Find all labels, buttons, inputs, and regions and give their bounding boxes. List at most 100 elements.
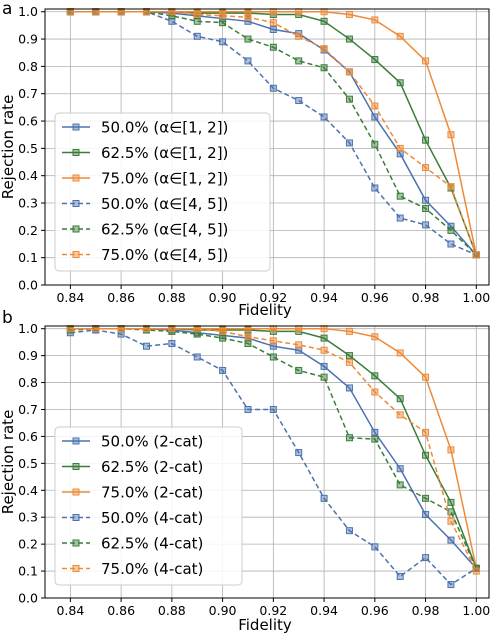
data-point xyxy=(66,325,74,333)
x-tick-label: 0.98 xyxy=(412,290,440,305)
data-point xyxy=(269,353,277,361)
x-tick-label: 0.92 xyxy=(259,603,287,618)
panel-b-x-axis-label: Fidelity xyxy=(238,616,292,634)
panel-a-chart: a 0.84 0.86 0.88 0.90 0.92 0.94 0.96 0.98 1.00 0… xyxy=(0,0,490,319)
data-point xyxy=(142,325,150,333)
data-point xyxy=(193,325,201,333)
data-point xyxy=(371,435,379,443)
y-tick-label: 0.5 xyxy=(18,456,38,471)
data-point xyxy=(422,554,430,562)
legend-label: 75.0% (4-cat) xyxy=(101,560,203,578)
legend-item: 62.5% (2-cat) xyxy=(62,458,203,476)
data-point xyxy=(117,8,125,16)
legend-item: 50.0% (4-cat) xyxy=(62,509,203,527)
data-point xyxy=(371,372,379,380)
data-point xyxy=(295,449,303,457)
legend-item: 50.0% (α∈[4, 5]) xyxy=(62,195,228,213)
y-tick-label: 0.7 xyxy=(18,86,38,101)
data-point xyxy=(269,325,277,333)
legend-marker xyxy=(72,514,80,521)
data-point xyxy=(244,13,252,21)
legend-box xyxy=(54,426,243,586)
y-tick-label: 1.0 xyxy=(18,321,38,336)
legend-item: 75.0% (α∈[1, 2]) xyxy=(62,170,228,188)
data-point xyxy=(422,204,430,212)
legend-label: 50.0% (α∈[1, 2]) xyxy=(101,119,228,137)
data-point xyxy=(219,12,227,20)
panel-b-y-ticks: 0.0 0.1 0.2 0.3 0.4 0.5 0.6 0.7 0.8 0.9 1.0 xyxy=(18,321,45,606)
data-point xyxy=(269,405,277,413)
y-tick-label: 0.2 xyxy=(18,537,38,552)
panel-b-series xyxy=(66,325,480,589)
legend-item: 62.5% (α∈[4, 5]) xyxy=(62,221,228,239)
data-point xyxy=(447,131,455,139)
data-point xyxy=(447,517,455,525)
data-point xyxy=(345,327,353,335)
data-point xyxy=(269,84,277,92)
data-point xyxy=(447,222,455,230)
data-point xyxy=(396,79,404,87)
legend-marker xyxy=(72,463,80,470)
x-tick-label: 0.94 xyxy=(310,603,338,618)
legend-label: 62.5% (α∈[4, 5]) xyxy=(101,221,228,239)
y-tick-label: 0.0 xyxy=(18,591,38,606)
data-point xyxy=(371,388,379,396)
data-point xyxy=(422,494,430,502)
data-point xyxy=(117,330,125,338)
data-point xyxy=(472,567,480,575)
data-point xyxy=(447,226,455,234)
data-point xyxy=(371,543,379,551)
data-point xyxy=(447,183,455,191)
data-point xyxy=(193,10,201,18)
legend-marker xyxy=(72,539,80,547)
data-point xyxy=(345,35,353,43)
series-path xyxy=(70,327,477,572)
x-tick-label: 0.88 xyxy=(158,290,186,305)
data-point xyxy=(269,43,277,51)
x-tick-label: 0.92 xyxy=(259,290,287,305)
data-point xyxy=(371,428,379,436)
legend-label: 50.0% (α∈[4, 5]) xyxy=(101,195,228,213)
data-point xyxy=(371,102,379,110)
legend-label: 75.0% (2-cat) xyxy=(101,484,203,502)
data-point xyxy=(295,57,303,65)
data-point xyxy=(447,446,455,454)
y-tick-label: 0.4 xyxy=(18,168,38,183)
legend-label: 62.5% (4-cat) xyxy=(101,535,203,553)
data-point xyxy=(320,17,328,25)
x-tick-label: 0.98 xyxy=(412,603,440,618)
legend-marker xyxy=(72,225,80,233)
data-point xyxy=(295,346,303,354)
panel-a-y-ticks: 0.0 0.1 0.2 0.3 0.4 0.5 0.6 0.7 0.8 0.9 1.0 xyxy=(18,4,45,293)
data-point xyxy=(422,451,430,459)
panel-b-x-ticks: 0.84 0.86 0.88 0.90 0.92 0.94 0.96 0.98 1.00 xyxy=(56,598,490,618)
data-point xyxy=(422,57,430,65)
data-point xyxy=(168,17,176,25)
y-tick-label: 0.0 xyxy=(18,278,38,293)
legend-item: 62.5% (4-cat) xyxy=(62,535,203,553)
data-point xyxy=(396,192,404,200)
data-point xyxy=(193,17,201,25)
panel-a-label: a xyxy=(2,0,12,19)
data-point xyxy=(269,337,277,345)
data-point xyxy=(117,325,125,333)
y-tick-label: 0.8 xyxy=(18,375,38,390)
data-point xyxy=(168,12,176,20)
legend-marker xyxy=(72,149,80,156)
data-point xyxy=(371,333,379,341)
x-tick-label: 0.86 xyxy=(107,290,135,305)
legend-label: 75.0% (α∈[1, 2]) xyxy=(101,170,228,188)
data-point xyxy=(142,342,150,350)
legend-marker xyxy=(72,251,80,258)
y-tick-label: 0.3 xyxy=(18,196,38,211)
data-point xyxy=(193,353,201,361)
y-tick-label: 0.2 xyxy=(18,223,38,238)
legend-marker xyxy=(72,200,80,207)
data-point xyxy=(219,334,227,342)
y-tick-label: 0.1 xyxy=(18,250,38,265)
legend-marker xyxy=(72,565,80,572)
x-tick-label: 0.96 xyxy=(361,603,389,618)
data-point xyxy=(447,498,455,506)
panel-b-frame xyxy=(44,325,490,599)
